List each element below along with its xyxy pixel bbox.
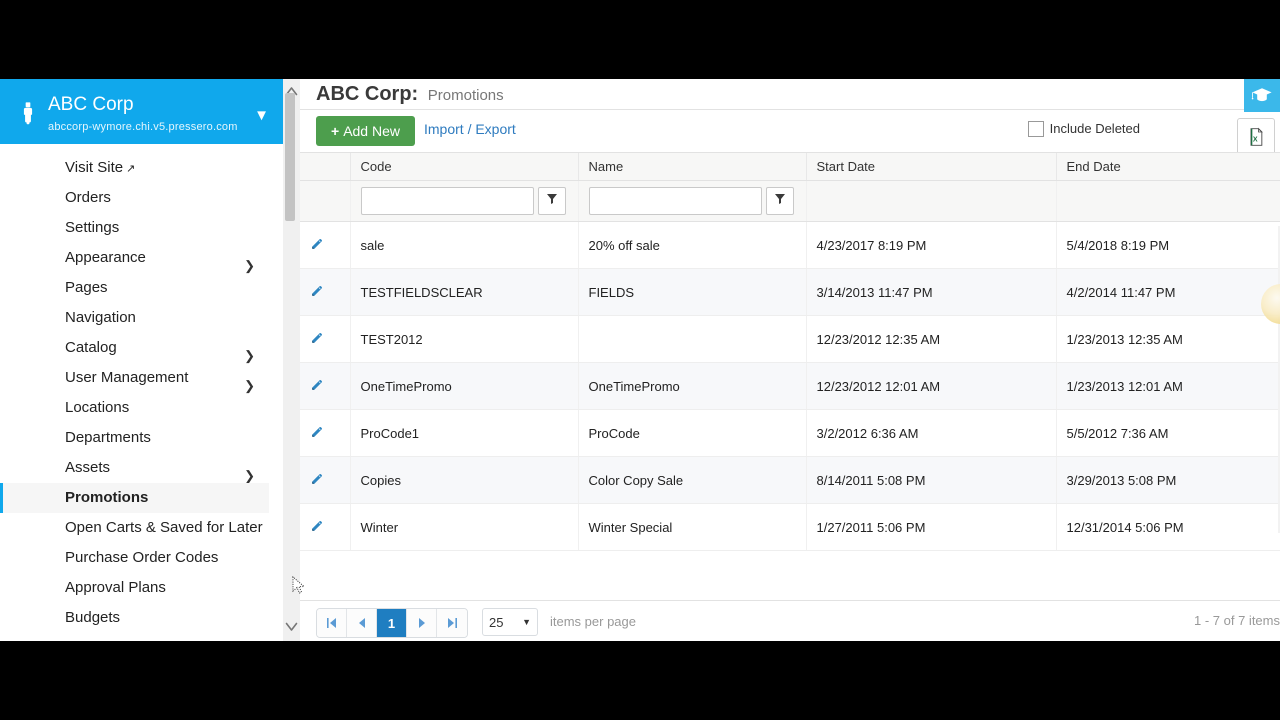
svg-text:X: X <box>1253 136 1258 144</box>
